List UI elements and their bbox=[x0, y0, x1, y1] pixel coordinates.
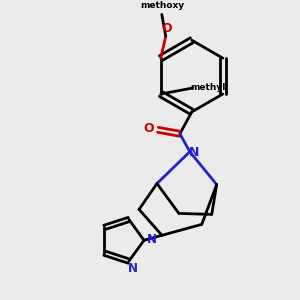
Text: N: N bbox=[189, 146, 199, 159]
Text: O: O bbox=[144, 122, 154, 135]
Text: methoxy: methoxy bbox=[141, 1, 185, 10]
Text: methyl: methyl bbox=[190, 82, 225, 91]
Text: O: O bbox=[161, 22, 172, 35]
Text: N: N bbox=[147, 233, 157, 246]
Text: N: N bbox=[128, 262, 138, 275]
